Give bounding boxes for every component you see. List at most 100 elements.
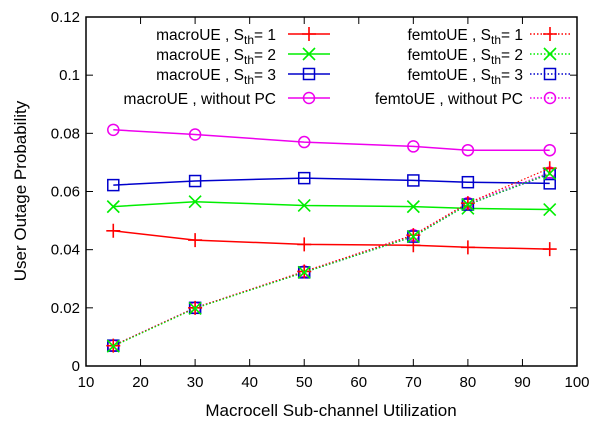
data-point: [188, 233, 203, 248]
series-line: [113, 230, 550, 250]
legend-label-tail: = 3: [254, 67, 276, 84]
series-line: [113, 167, 550, 347]
series-1: [106, 195, 557, 217]
series-6: [107, 167, 556, 352]
series-2: [107, 171, 556, 192]
legend-label-tail: = 3: [501, 67, 523, 84]
legend-label-main: macroUE , S: [156, 67, 244, 84]
legend-label: femtoUE , Sth= 1: [407, 27, 523, 47]
series-line: [113, 177, 550, 186]
legend-swatch-marker: [543, 91, 557, 105]
series-5: [106, 166, 557, 353]
data-point: [297, 171, 311, 185]
legend-swatch-marker: [302, 47, 316, 61]
legend-swatch-marker: [543, 47, 557, 61]
y-tick-label: 0.1: [59, 67, 80, 84]
x-tick-label: 40: [241, 374, 258, 391]
data-point: [407, 174, 420, 187]
series-line: [113, 172, 550, 347]
x-tick-label: 100: [564, 374, 589, 391]
legend-label-main: femtoUE , S: [407, 47, 491, 64]
series-7: [107, 166, 556, 352]
data-point: [107, 123, 120, 137]
series-layer: [106, 123, 557, 353]
y-tick-label: 0: [72, 358, 80, 375]
x-tick-label: 20: [132, 374, 149, 391]
data-point: [106, 223, 121, 238]
legend-label-main: femtoUE , S: [407, 67, 491, 84]
data-point: [460, 196, 475, 211]
series-line: [113, 129, 550, 151]
legend-label-main: macroUE , S: [156, 47, 244, 64]
legend-label: macroUE , Sth= 2: [156, 47, 276, 67]
x-tick-label: 50: [296, 374, 313, 391]
legend-label-sub: th: [491, 73, 501, 87]
data-point: [106, 200, 120, 214]
data-point: [461, 198, 475, 212]
legend-label-sub: th: [491, 53, 501, 67]
x-tick-label: 70: [405, 374, 422, 391]
legend-label: femtoUE , without PC: [375, 91, 523, 108]
x-tick-label: 10: [78, 374, 95, 391]
legend-label-sub: th: [244, 53, 254, 67]
x-tick-label: 30: [187, 374, 204, 391]
data-point: [406, 200, 420, 214]
data-point: [406, 228, 421, 243]
data-point: [543, 202, 557, 217]
data-point: [188, 301, 202, 315]
y-tick-label: 0.02: [51, 300, 80, 317]
y-tick-label: 0.08: [51, 125, 80, 142]
data-point: [188, 174, 202, 188]
x-tick-label: 80: [460, 374, 477, 391]
legend-label-main: femtoUE , S: [407, 27, 491, 44]
y-axis-label: User Outage Probability: [11, 100, 30, 281]
data-point: [107, 178, 120, 192]
legend-label-main: macroUE , S: [156, 27, 244, 44]
ticks-layer: 10 20 30 40 50 60 70 80 90 100 0 0.02 0.04 0.06 0.08 0.…: [51, 9, 590, 391]
y-tick-label: 0.06: [51, 184, 80, 201]
series-line: [113, 173, 550, 347]
data-point: [542, 242, 557, 257]
data-point: [407, 140, 420, 153]
legend-swatch-marker: [543, 67, 557, 81]
data-point: [188, 195, 202, 209]
y-tick-label: 0.04: [51, 242, 80, 259]
legend-label: macroUE , without PC: [124, 91, 276, 108]
data-point: [543, 166, 557, 181]
data-point: [188, 128, 202, 141]
x-tick-label: 90: [514, 374, 531, 391]
data-point: [297, 198, 311, 213]
y-tick-label: 0.12: [51, 9, 80, 26]
legend-swatch-marker: [302, 27, 316, 41]
data-point: [106, 339, 120, 353]
legend-swatch-marker: [543, 27, 557, 41]
x-axis-label: Macrocell Sub-channel Utilization: [205, 401, 456, 420]
data-point: [297, 135, 311, 149]
legend-swatch-marker: [302, 67, 316, 81]
legend-label-sub: th: [491, 33, 501, 47]
legend-label: femtoUE , Sth= 3: [407, 67, 523, 87]
series-0: [106, 223, 557, 257]
data-point: [461, 143, 475, 157]
series-3: [107, 123, 556, 157]
legend-label-tail: = 2: [501, 47, 523, 64]
legend-label: femtoUE , Sth= 2: [407, 47, 523, 67]
legend-label-tail: = 2: [254, 47, 276, 64]
data-point: [461, 175, 475, 189]
legend-label: macroUE , Sth= 3: [156, 67, 276, 87]
legend-label: macroUE , Sth= 1: [156, 27, 276, 47]
x-tick-label: 60: [350, 374, 367, 391]
legend-label-tail: = 1: [254, 27, 276, 44]
series-4: [106, 161, 557, 353]
series-line: [113, 200, 550, 211]
data-point: [406, 230, 420, 244]
legend-label-tail: = 1: [501, 27, 523, 44]
data-point: [297, 265, 311, 279]
legend-swatch-marker: [302, 91, 316, 105]
data-point: [297, 237, 312, 252]
data-point: [543, 143, 556, 157]
legend-label-sub: th: [244, 73, 254, 87]
